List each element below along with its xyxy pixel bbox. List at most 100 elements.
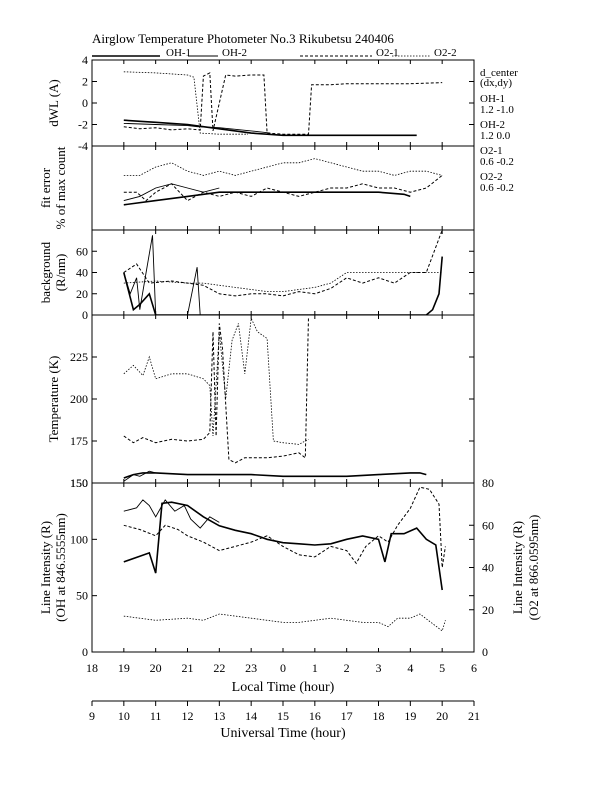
- series-group: [123, 71, 443, 137]
- panel-1: -4 -2 0 2 4 dWL (A): [46, 53, 475, 153]
- series-line-oh-2: [123, 122, 271, 134]
- x-tick-label: 4: [407, 661, 413, 675]
- y-tick-label: 175: [70, 434, 88, 448]
- series-line-o2-2: [123, 316, 309, 445]
- series-line-o2-2: [123, 613, 446, 632]
- y-axis-label: (R/nm): [53, 254, 68, 292]
- x-tick-label: 18: [373, 709, 385, 723]
- y-tick-label: 50: [76, 589, 88, 603]
- x-axis-universal: 9 10 11 12 13 14 15 16 17 18 19 20 21 Universal Time …: [89, 700, 480, 741]
- y-axis-label: (OH at 846.5555nm): [53, 513, 68, 622]
- series-line-o2-1: [123, 316, 309, 464]
- x-tick-label: 19: [404, 709, 416, 723]
- x-tick-label: 13: [213, 709, 225, 723]
- side-info-value: 1.2 -1.0: [480, 104, 514, 116]
- x-tick-label: 23: [245, 661, 257, 675]
- y-tick-label: 0: [82, 645, 88, 659]
- side-info-label: O2-1: [480, 145, 503, 157]
- series-group: [123, 158, 443, 206]
- x-tick-label: 22: [213, 661, 225, 675]
- panel-3: 0 20 40 60 background (R/nm): [38, 229, 475, 322]
- panel-frame: [91, 482, 475, 653]
- y-axis-label: dWL (A): [46, 79, 61, 127]
- y2-tick-label: 40: [482, 561, 494, 575]
- y-axis-label: background: [38, 241, 53, 303]
- x-tick-label: 19: [118, 661, 130, 675]
- legend-entry-oh-2: OH-2: [188, 47, 247, 59]
- side-info-value: 0.6 -0.2: [480, 182, 514, 194]
- y2-axis-label: Line Intensity (R): [510, 521, 525, 614]
- series-line-oh-1: [123, 256, 443, 315]
- y2-tick-label: 60: [482, 518, 494, 532]
- y-tick-label: 60: [76, 244, 88, 258]
- panel-2: fit error% of max count: [38, 145, 475, 231]
- x-tick-label: 6: [471, 661, 477, 675]
- side-info: d_center(dx,dy) OH-11.2 -1.0 OH-21.2 0.0 O2…: [480, 67, 518, 194]
- series-line-oh-2: [123, 499, 220, 529]
- series-line-o2-2: [123, 71, 248, 135]
- y-tick-label: 200: [70, 392, 88, 406]
- legend-label-o2-1: O2-1: [376, 47, 399, 59]
- y-tick-label: 150: [70, 476, 88, 490]
- y-axis-label: Temperature (K): [46, 356, 61, 443]
- x-tick-label: 10: [118, 709, 130, 723]
- x-tick-label: 15: [277, 709, 289, 723]
- y2-axis-label: (O2 at 866.0595nm): [526, 515, 541, 621]
- legend-entry-o2-2: O2-2: [392, 47, 457, 59]
- y-tick-label: 100: [70, 532, 88, 546]
- x-tick-label: 2: [344, 661, 350, 675]
- x-axis-label-local: Local Time (hour): [232, 680, 335, 695]
- series-group: [123, 316, 427, 482]
- y-axis-label: % of max count: [53, 146, 68, 229]
- legend-entry-o2-1: O2-1: [300, 47, 399, 59]
- y-tick-label: 150: [70, 476, 88, 490]
- y-tick-label: -2: [78, 118, 88, 132]
- series-line-o2-1: [123, 230, 443, 297]
- series-line-oh-1: [123, 472, 427, 479]
- x-tick-label: 0: [280, 661, 286, 675]
- x-tick-label: 21: [182, 661, 194, 675]
- y-axis-label: fit error: [38, 167, 53, 208]
- y-tick-label: -4: [78, 139, 88, 153]
- series-group: [123, 486, 446, 632]
- x-tick-label: 1: [312, 661, 318, 675]
- x-tick-label: 11: [150, 709, 162, 723]
- panel-4: 150 175 200 225 Temperature (K): [46, 314, 475, 490]
- legend-entry-oh-1: OH-1: [92, 47, 191, 59]
- legend-label-o2-2: O2-2: [434, 47, 457, 59]
- side-info-label: O2-2: [480, 171, 503, 183]
- y2-tick-label: 80: [482, 476, 494, 490]
- x-tick-label: 20: [150, 661, 162, 675]
- side-info-header: d_center: [480, 67, 518, 79]
- x-tick-label: 14: [245, 709, 257, 723]
- panel-frame: [91, 145, 475, 231]
- side-info-value: 0.6 -0.2: [480, 156, 514, 168]
- x-tick-label: 5: [439, 661, 445, 675]
- x-tick-label: 3: [376, 661, 382, 675]
- y-tick-label: 2: [82, 75, 88, 89]
- side-info-label: OH-2: [480, 119, 505, 131]
- y-tick-label: 4: [82, 53, 88, 67]
- chart-title: Airglow Temperature Photometer No.3 Riku…: [92, 31, 394, 46]
- x-tick-label: 21: [468, 709, 480, 723]
- y-tick-label: 225: [70, 350, 88, 364]
- y2-tick-label: 20: [482, 603, 494, 617]
- series-line-o2-1: [123, 486, 446, 568]
- x-tick-label: 18: [86, 661, 98, 675]
- x-tick-label: 16: [309, 709, 321, 723]
- x-tick-label: 17: [341, 709, 353, 723]
- x-tick-label: 20: [436, 709, 448, 723]
- y-tick-label: 0: [82, 96, 88, 110]
- y-tick-label: 20: [76, 287, 88, 301]
- y2-tick-label: 0: [482, 645, 488, 659]
- y-axis-label: Line Intensity (R): [38, 521, 53, 614]
- legend-label-oh-1: OH-1: [166, 47, 191, 59]
- x-tick-label: 12: [182, 709, 194, 723]
- side-info-label: OH-1: [480, 93, 505, 105]
- panel-frame: [91, 59, 475, 147]
- panel-frame: [91, 314, 475, 484]
- side-info-header: (dx,dy): [480, 77, 512, 89]
- x-axis-label-universal: Universal Time (hour): [220, 726, 346, 741]
